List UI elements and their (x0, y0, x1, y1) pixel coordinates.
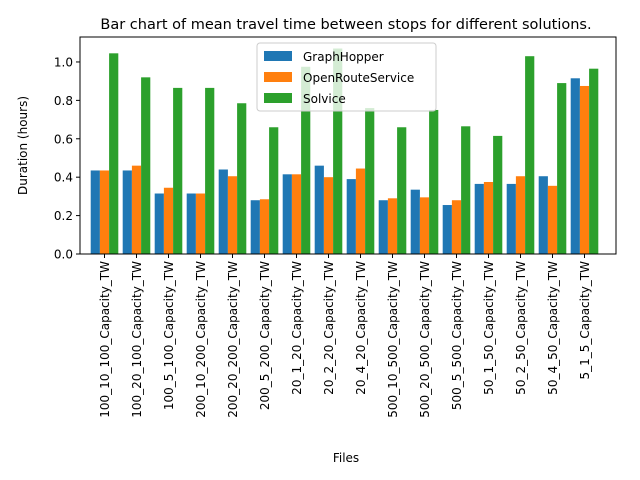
bar-graphhopper-14 (506, 183, 516, 254)
bar-solvice-14 (525, 56, 535, 255)
x-tick-label: 50_1_50_Capacity_TW (482, 261, 496, 395)
plot-area (90, 48, 599, 255)
bar-solvice-13 (493, 135, 503, 254)
x-tick-label: 100_10_100_Capacity_TW (98, 261, 112, 418)
y-tick-label: 0.2 (54, 209, 73, 223)
bar-graphhopper-4 (186, 193, 196, 254)
bar-openrouteservice-2 (131, 165, 142, 254)
bar-openrouteservice-15 (547, 185, 558, 254)
bar-openrouteservice-1 (99, 170, 110, 254)
bar-solvice-5 (237, 103, 247, 254)
bar-graphhopper-13 (474, 183, 484, 254)
x-tick-label: 20_2_20_Capacity_TW (322, 261, 336, 395)
x-tick-label: 500_5_500_Capacity_TW (450, 261, 464, 410)
bar-graphhopper-11 (410, 189, 420, 254)
bar-openrouteservice-7 (291, 174, 302, 254)
bar-openrouteservice-9 (355, 168, 366, 254)
bar-graphhopper-1 (90, 170, 100, 254)
x-axis: 100_10_100_Capacity_TW 100_20_100_Capacit… (98, 254, 592, 418)
legend-swatch (264, 93, 292, 103)
legend-label: Solvice (303, 92, 346, 106)
y-tick-label: 0.4 (54, 171, 73, 185)
y-axis-label: Duration (hours) (16, 96, 30, 195)
legend: GraphHopper OpenRouteService Solvice (256, 42, 437, 112)
x-tick-label: 200_20_200_Capacity_TW (226, 261, 240, 418)
bar-solvice-16 (589, 68, 599, 254)
bar-openrouteservice-12 (451, 200, 462, 254)
bar-openrouteservice-11 (419, 197, 430, 254)
legend-box (256, 42, 437, 112)
bar-openrouteservice-4 (195, 193, 206, 254)
bar-solvice-8 (333, 48, 343, 254)
bar-solvice-2 (141, 77, 151, 254)
x-tick-label: 100_5_100_Capacity_TW (162, 261, 176, 410)
x-tick-label: 200_5_200_Capacity_TW (258, 261, 272, 410)
x-tick-label: 50_2_50_Capacity_TW (514, 261, 528, 395)
bar-graphhopper-5 (218, 169, 228, 254)
plot-frame (79, 36, 617, 255)
bar-graphhopper-12 (442, 205, 452, 254)
y-tick-label: 0.0 (54, 248, 73, 262)
bar-solvice-12 (461, 126, 471, 254)
bar-openrouteservice-10 (387, 198, 398, 254)
bar-openrouteservice-13 (483, 181, 494, 254)
bar-solvice-1 (109, 53, 119, 254)
bar-openrouteservice-6 (259, 199, 270, 254)
y-tick-label: 0.8 (54, 94, 73, 108)
bar-graphhopper-8 (314, 165, 324, 254)
x-tick-label: 500_10_500_Capacity_TW (386, 261, 400, 418)
legend-swatch (264, 51, 292, 61)
bar-openrouteservice-5 (227, 176, 238, 254)
legend-swatch (264, 72, 292, 82)
bar-graphhopper-6 (250, 200, 260, 254)
x-tick-label: 20_4_20_Capacity_TW (354, 261, 368, 395)
bar-solvice-4 (205, 87, 215, 254)
bar-solvice-10 (397, 127, 407, 254)
x-axis-label: Files (333, 451, 359, 465)
bar-openrouteservice-16 (579, 85, 590, 254)
x-tick-label: 20_1_20_Capacity_TW (290, 261, 304, 395)
bar-openrouteservice-14 (515, 176, 526, 254)
bar-graphhopper-15 (538, 176, 548, 254)
x-tick-label: 5_1_5_Capacity_TW (578, 261, 592, 380)
x-tick-label: 100_20_100_Capacity_TW (130, 261, 144, 418)
y-axis: 0.0 0.2 0.4 0.6 0.8 1.0 (54, 55, 80, 262)
bar-solvice-3 (173, 87, 183, 254)
bar-graphhopper-16 (570, 78, 580, 254)
bar-solvice-15 (557, 83, 567, 254)
bar-solvice-7 (301, 66, 311, 255)
legend-label: GraphHopper (303, 50, 384, 64)
bar-graphhopper-2 (122, 170, 132, 254)
x-tick-label: 200_10_200_Capacity_TW (194, 261, 208, 418)
y-tick-label: 0.6 (54, 132, 73, 146)
bar-solvice-6 (269, 127, 279, 254)
x-tick-label: 50_4_50_Capacity_TW (546, 261, 560, 395)
bar-solvice-11 (429, 109, 439, 254)
bar-graphhopper-3 (154, 193, 164, 254)
bar-openrouteservice-3 (163, 187, 174, 254)
legend-label: OpenRouteService (303, 71, 414, 85)
bar-graphhopper-10 (378, 200, 388, 254)
bar-graphhopper-7 (282, 174, 292, 254)
chart-title: Bar chart of mean travel time between st… (100, 17, 591, 33)
bar-openrouteservice-8 (323, 177, 334, 254)
y-tick-label: 1.0 (54, 55, 73, 69)
x-tick-label: 500_20_500_Capacity_TW (418, 261, 432, 418)
bar-graphhopper-9 (346, 179, 356, 254)
bar-solvice-9 (365, 108, 375, 254)
